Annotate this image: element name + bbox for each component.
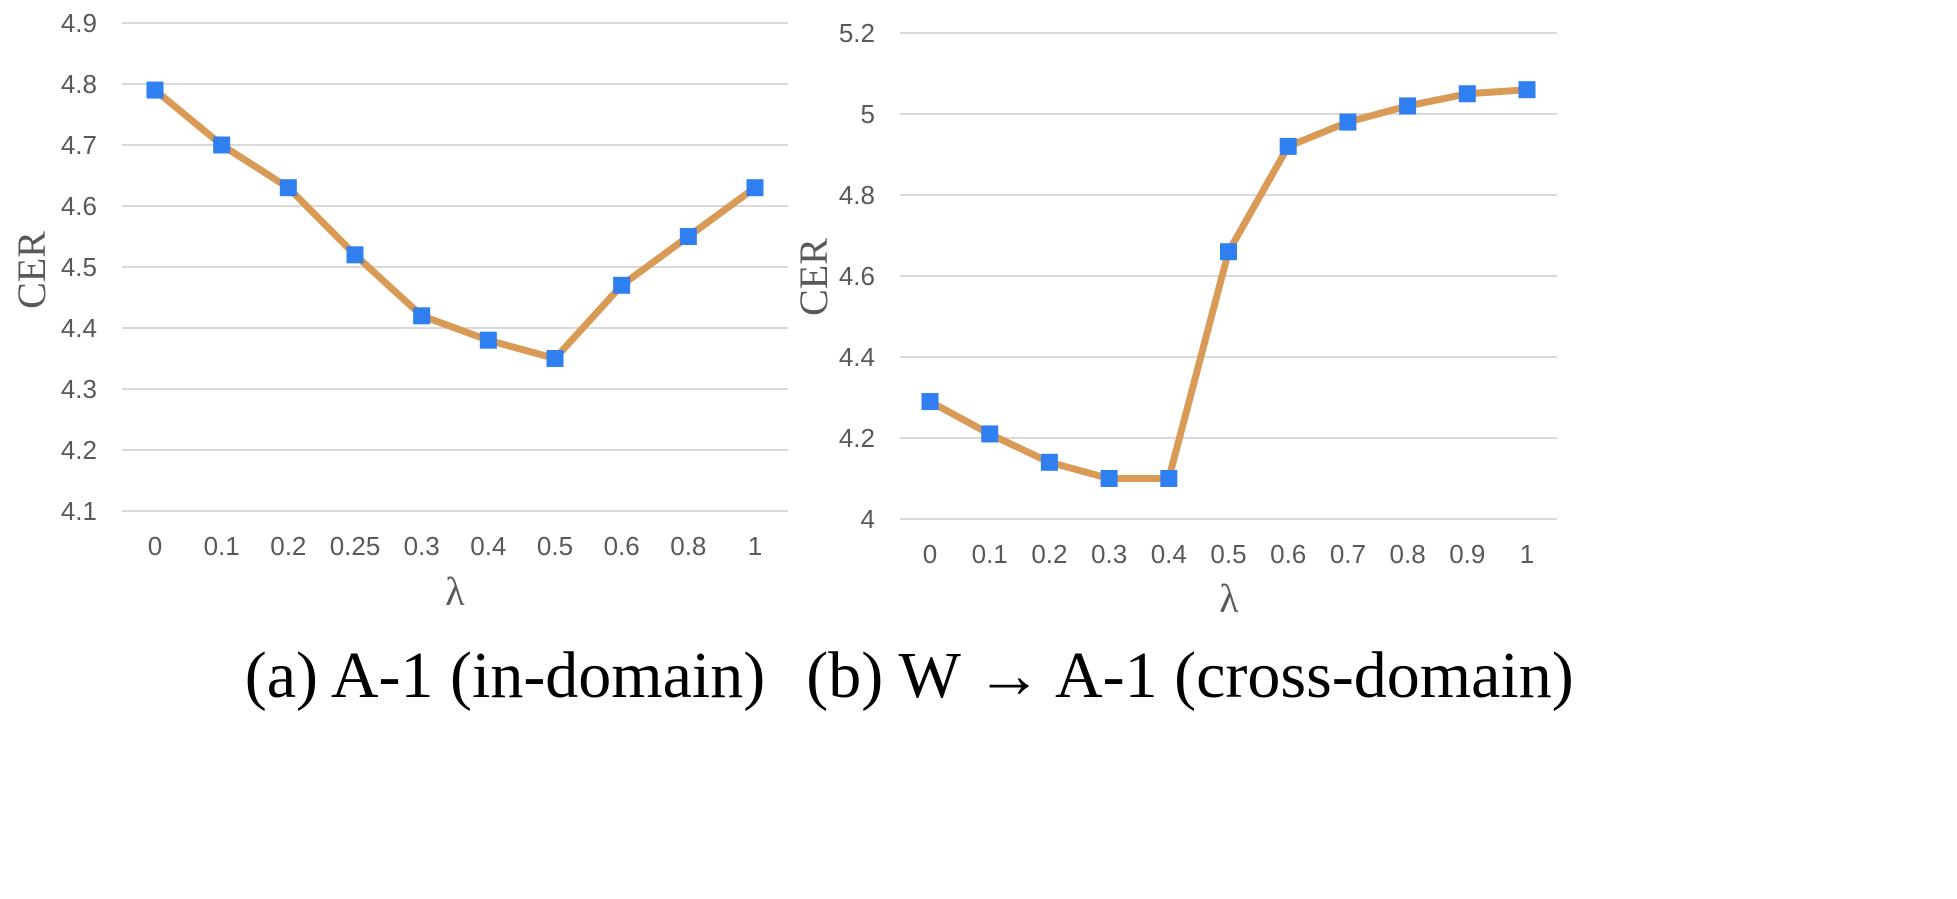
y-tick-label: 4.3: [61, 374, 97, 404]
x-tick-label: 0.5: [537, 531, 573, 561]
x-tick-label: 0.1: [204, 531, 240, 561]
data-point-a-2: [279, 179, 297, 197]
data-point-a-5: [479, 331, 497, 349]
y-tick-label: 4.2: [839, 423, 875, 453]
data-point-b-2: [1040, 453, 1058, 471]
data-point-b-8: [1399, 97, 1417, 115]
data-point-b-10: [1518, 81, 1536, 99]
x-tick-label: 0.1: [972, 539, 1008, 569]
x-axis-label-b: λ: [1219, 576, 1239, 621]
y-ticks-b: 4 4.2 4.4 4.6 4.8 5 5.2: [839, 18, 875, 534]
y-axis-label-b: CER: [791, 238, 836, 316]
y-tick-label: 5.2: [839, 18, 875, 48]
data-point-a-3: [346, 246, 364, 264]
x-tick-label: 0.3: [404, 531, 440, 561]
y-tick-label: 4.8: [839, 180, 875, 210]
y-tick-label: 4.2: [61, 435, 97, 465]
y-axis-label-a: CER: [9, 231, 54, 309]
x-tick-label: 0.4: [470, 531, 506, 561]
x-tick-label: 0.9: [1449, 539, 1485, 569]
data-point-b-6: [1279, 137, 1297, 155]
y-tick-label: 4.4: [61, 313, 97, 343]
x-tick-label: 0.6: [1270, 539, 1306, 569]
x-tick-label: 0.2: [1031, 539, 1067, 569]
series-line-a: [151, 86, 759, 362]
y-tick-label: 4: [861, 504, 875, 534]
caption-a: (a) A-1 (in-domain): [245, 639, 766, 712]
data-point-a-1: [213, 136, 231, 154]
y-tick-label: 4.1: [61, 496, 97, 526]
chart-panel-a: 4.14.24.34.44.54.64.74.84.9 0 0.1 0.2 0.25 0…: [9, 8, 788, 712]
y-tick-label: 4.4: [839, 342, 875, 372]
data-point-b-3: [1100, 470, 1118, 487]
data-point-b-7: [1339, 113, 1357, 131]
data-point-a-7: [613, 276, 631, 294]
x-tick-label: 0.2: [270, 531, 306, 561]
x-tick-label: 0: [148, 531, 162, 561]
x-axis-label-a: λ: [445, 569, 465, 614]
x-tick-label: 0.25: [330, 531, 381, 561]
data-point-b-4: [1160, 470, 1178, 487]
y-ticks-a: 4.1 4.2 4.3 4.4 4.5 4.6 4.7 4.8 4.9: [61, 8, 97, 526]
data-point-a-6: [546, 350, 564, 367]
y-tick-label: 4.6: [61, 191, 97, 221]
x-tick-label: 1: [748, 531, 762, 561]
caption-b: (b) W → A-1 (cross-domain): [806, 639, 1573, 712]
grid-b: [900, 32, 1557, 520]
x-ticks-a: 0 0.1 0.2 0.25 0.3 0.4 0.5 0.6 0.8 1: [148, 531, 762, 561]
chart-panel-b: 4 4.2 4.4 4.6 4.8 5 5.2 0 0.1 0.2 0.3 0.4 0.5 0.6 0.7…: [791, 18, 1574, 712]
x-tick-label: 0.3: [1091, 539, 1127, 569]
data-point-b-1: [981, 425, 999, 443]
markers-a: [146, 81, 764, 367]
y-tick-label: 4.7: [61, 130, 97, 160]
x-tick-label: 1: [1520, 539, 1534, 569]
x-tick-label: 0.8: [670, 531, 706, 561]
data-point-b-5: [1220, 243, 1237, 261]
data-point-a-8: [679, 228, 697, 245]
x-tick-label: 0.8: [1390, 539, 1426, 569]
data-point-a-0: [146, 81, 164, 99]
y-tick-label: 4.6: [839, 261, 875, 291]
y-tick-label: 4.5: [61, 252, 97, 282]
data-point-b-9: [1458, 85, 1476, 103]
x-ticks-b: 0 0.1 0.2 0.3 0.4 0.5 0.6 0.7 0.8 0.9 1: [923, 539, 1534, 569]
x-tick-label: 0.4: [1151, 539, 1187, 569]
y-tick-label: 5: [861, 99, 875, 129]
y-tick-label: 4.8: [61, 69, 97, 99]
grid-a: [122, 22, 788, 512]
x-tick-label: 0.5: [1210, 539, 1246, 569]
series-line-b: [926, 86, 1531, 482]
data-point-b-0: [921, 393, 939, 411]
x-tick-label: 0: [923, 539, 937, 569]
x-tick-label: 0.6: [604, 531, 640, 561]
markers-b: [921, 81, 1536, 487]
data-point-a-4: [413, 307, 431, 325]
y-tick-label: 4.9: [61, 8, 97, 38]
x-tick-label: 0.7: [1330, 539, 1366, 569]
data-point-a-9: [746, 179, 764, 197]
